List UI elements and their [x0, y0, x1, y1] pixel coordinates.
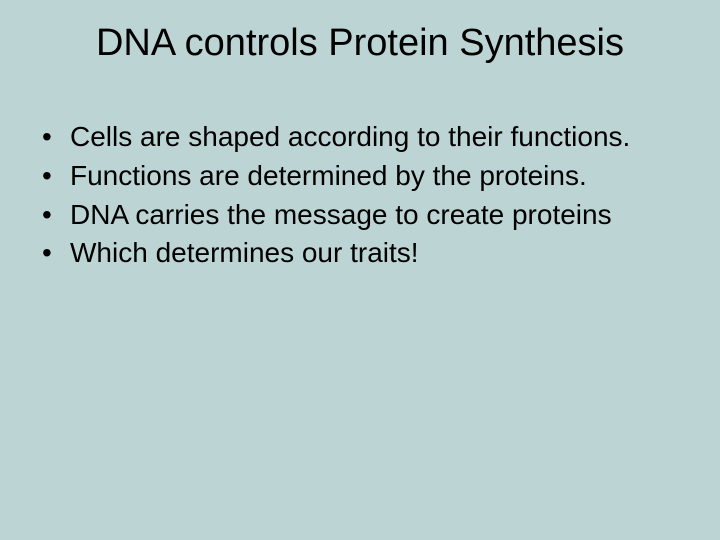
- slide-container: DNA controls Protein Synthesis Cells are…: [0, 0, 720, 540]
- bullet-item: Which determines our traits!: [42, 235, 690, 271]
- slide-title: DNA controls Protein Synthesis: [30, 22, 690, 65]
- bullet-list: Cells are shaped according to their func…: [30, 119, 690, 271]
- bullet-item: Functions are determined by the proteins…: [42, 158, 690, 194]
- bullet-item: Cells are shaped according to their func…: [42, 119, 690, 155]
- bullet-item: DNA carries the message to create protei…: [42, 197, 690, 233]
